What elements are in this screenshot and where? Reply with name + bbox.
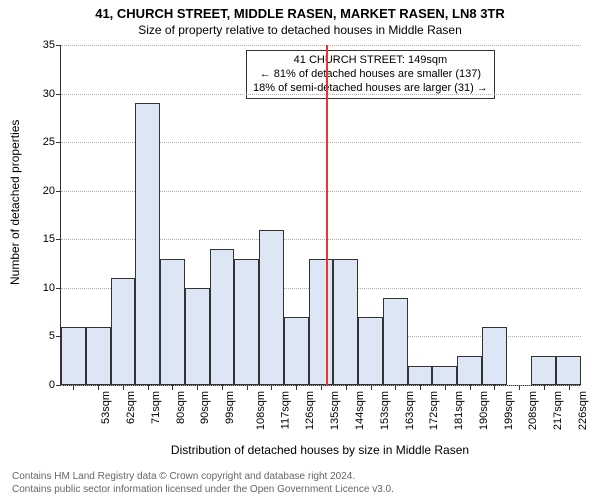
xtick-mark	[445, 385, 446, 390]
histogram-bar	[160, 259, 185, 385]
histogram-bar	[408, 366, 433, 385]
gridline	[61, 94, 581, 95]
xtick-label: 172sqm	[428, 391, 440, 430]
histogram-bar	[358, 317, 383, 385]
histogram-bar	[309, 259, 334, 385]
xtick-mark	[321, 385, 322, 390]
histogram-chart: 41, CHURCH STREET, MIDDLE RASEN, MARKET …	[0, 0, 600, 500]
xtick-label: 208sqm	[527, 391, 539, 430]
xtick-mark	[197, 385, 198, 390]
ytick-mark	[56, 288, 61, 289]
xtick-mark	[73, 385, 74, 390]
xtick-mark	[247, 385, 248, 390]
xtick-label: 108sqm	[255, 391, 267, 430]
gridline	[61, 45, 581, 46]
reference-line	[326, 45, 328, 385]
histogram-bar	[432, 366, 457, 385]
annotation-box: 41 CHURCH STREET: 149sqm← 81% of detache…	[246, 50, 495, 99]
annotation-line: 41 CHURCH STREET: 149sqm	[253, 54, 488, 68]
xtick-label: 53sqm	[100, 391, 112, 424]
footer-line-1: Contains HM Land Registry data © Crown c…	[12, 471, 355, 482]
xtick-label: 163sqm	[404, 391, 416, 430]
xtick-label: 62sqm	[125, 391, 137, 424]
xtick-label: 199sqm	[503, 391, 515, 430]
ytick-mark	[56, 385, 61, 386]
ytick-mark	[56, 191, 61, 192]
histogram-bar	[333, 259, 358, 385]
xtick-label: 90sqm	[199, 391, 211, 424]
xtick-mark	[569, 385, 570, 390]
ytick-mark	[56, 45, 61, 46]
histogram-bar	[457, 356, 482, 385]
xtick-label: 71sqm	[150, 391, 162, 424]
chart-title: 41, CHURCH STREET, MIDDLE RASEN, MARKET …	[0, 0, 600, 21]
chart-subtitle: Size of property relative to detached ho…	[0, 21, 600, 37]
histogram-bar	[284, 317, 309, 385]
histogram-bar	[556, 356, 581, 385]
xtick-label: 126sqm	[305, 391, 317, 430]
xtick-mark	[271, 385, 272, 390]
histogram-bar	[86, 327, 111, 385]
xtick-label: 217sqm	[552, 391, 564, 430]
histogram-bar	[135, 103, 160, 385]
footer-line-2: Contains public sector information licen…	[12, 484, 394, 495]
xtick-mark	[519, 385, 520, 390]
annotation-line: ← 81% of detached houses are smaller (13…	[253, 68, 488, 82]
xtick-mark	[222, 385, 223, 390]
histogram-bar	[482, 327, 507, 385]
histogram-bar	[259, 230, 284, 385]
x-axis-label: Distribution of detached houses by size …	[60, 443, 580, 457]
histogram-bar	[234, 259, 259, 385]
xtick-mark	[123, 385, 124, 390]
histogram-bar	[111, 278, 136, 385]
xtick-label: 135sqm	[329, 391, 341, 430]
ytick-mark	[56, 142, 61, 143]
xtick-mark	[470, 385, 471, 390]
y-axis-label: Number of detached properties	[8, 120, 22, 285]
xtick-label: 117sqm	[279, 391, 291, 429]
ytick-mark	[56, 239, 61, 240]
histogram-bar	[383, 298, 408, 385]
xtick-label: 99sqm	[224, 391, 236, 424]
xtick-label: 153sqm	[379, 391, 391, 430]
xtick-label: 181sqm	[453, 391, 465, 430]
xtick-mark	[420, 385, 421, 390]
histogram-bar	[210, 249, 235, 385]
ytick-mark	[56, 94, 61, 95]
xtick-mark	[371, 385, 372, 390]
plot-area: 41 CHURCH STREET: 149sqm← 81% of detache…	[60, 45, 581, 386]
histogram-bar	[61, 327, 86, 385]
xtick-mark	[98, 385, 99, 390]
xtick-mark	[395, 385, 396, 390]
xtick-mark	[296, 385, 297, 390]
xtick-mark	[544, 385, 545, 390]
xtick-label: 80sqm	[175, 391, 187, 424]
xtick-mark	[172, 385, 173, 390]
xtick-label: 226sqm	[577, 391, 589, 430]
histogram-bar	[185, 288, 210, 385]
histogram-bar	[531, 356, 556, 385]
xtick-mark	[148, 385, 149, 390]
xtick-mark	[494, 385, 495, 390]
xtick-label: 144sqm	[354, 391, 366, 430]
xtick-label: 190sqm	[478, 391, 490, 430]
xtick-mark	[346, 385, 347, 390]
